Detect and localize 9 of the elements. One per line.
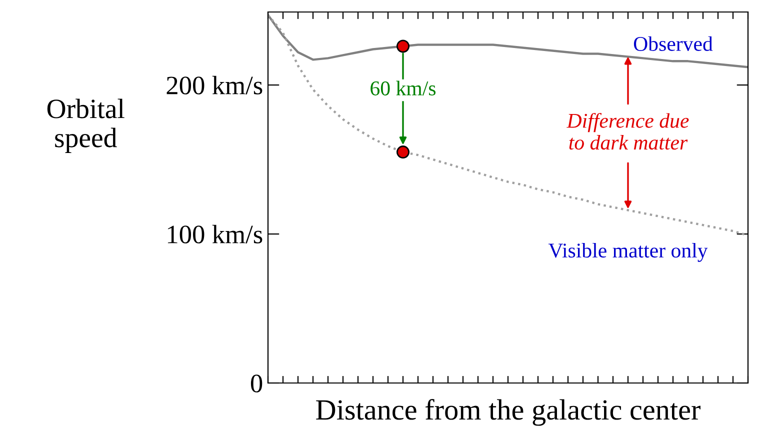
annotation: 60 km/s bbox=[370, 80, 436, 96]
y-axis-title: Orbital speed bbox=[47, 98, 124, 153]
series-label: Observed bbox=[634, 36, 713, 51]
series-label: Visible matter only bbox=[548, 242, 708, 262]
x-axis-title: Distance from the galactic center bbox=[316, 398, 700, 426]
y-tick-label: 200 km/s bbox=[166, 76, 262, 94]
y-tick-label: 100 km/s bbox=[168, 224, 262, 244]
y-tick-label: 0 bbox=[250, 374, 262, 392]
annotation: Difference due to dark matter bbox=[566, 112, 689, 150]
